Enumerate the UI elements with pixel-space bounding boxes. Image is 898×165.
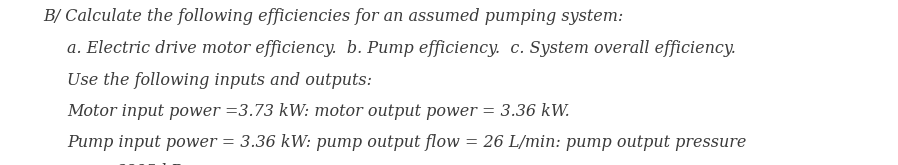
Text: Use the following inputs and outputs:: Use the following inputs and outputs: [67,72,373,89]
Text: = 6895 kPa.: = 6895 kPa. [97,163,196,165]
Text: a. Electric drive motor efficiency.  b. Pump efficiency.  c. System overall effi: a. Electric drive motor efficiency. b. P… [67,40,736,57]
Text: Motor input power =3.73 kW: motor output power = 3.36 kW.: Motor input power =3.73 kW: motor output… [67,103,570,120]
Text: Pump input power = 3.36 kW: pump output flow = 26 L/min: pump output pressure: Pump input power = 3.36 kW: pump output … [67,134,747,151]
Text: B/ Calculate the following efficiencies for an assumed pumping system:: B/ Calculate the following efficiencies … [43,8,623,25]
